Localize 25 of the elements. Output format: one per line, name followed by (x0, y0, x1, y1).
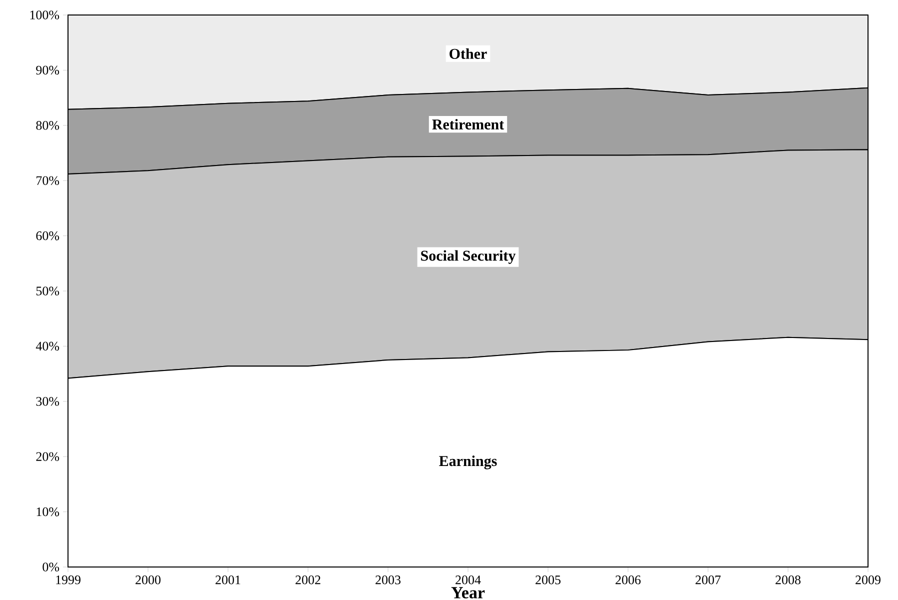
y-tick-label: 10% (36, 507, 60, 516)
y-tick-label: 80% (36, 120, 60, 130)
y-tick-label: 70% (36, 176, 60, 186)
x-tick-label: 2001 (216, 576, 240, 584)
x-tick-label: 1999 (56, 576, 80, 584)
y-tick-label: 0% (42, 562, 60, 572)
x-tick-label: 2000 (136, 576, 160, 584)
x-tick-label: 2007 (696, 576, 721, 584)
x-axis-title: Year (451, 587, 485, 598)
y-tick-label: 20% (36, 452, 60, 462)
y-tick-label: 50% (36, 286, 60, 296)
x-tick-label: 2008 (776, 576, 801, 584)
y-tick-label: 40% (36, 342, 60, 351)
x-tick-label: 2002 (296, 576, 320, 584)
series-label: Earnings (439, 456, 497, 470)
x-tick-label: 2003 (376, 576, 401, 584)
y-tick-label: 60% (36, 231, 60, 240)
x-tick-label: 2006 (616, 576, 641, 584)
series-label: Retirement (432, 119, 504, 130)
y-tick-label: 30% (36, 396, 60, 406)
y-tick-label: 90% (36, 66, 60, 75)
x-tick-label: 2004 (456, 576, 481, 584)
x-tick-label: 2005 (536, 576, 561, 584)
y-tick-label: 100% (30, 10, 60, 20)
x-tick-label: 2009 (856, 576, 880, 584)
